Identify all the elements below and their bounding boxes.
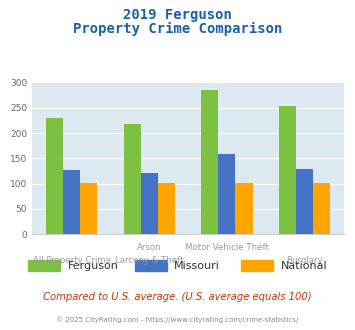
Text: Compared to U.S. average. (U.S. average equals 100): Compared to U.S. average. (U.S. average … [43, 292, 312, 302]
Text: Property Crime Comparison: Property Crime Comparison [73, 21, 282, 36]
Bar [80, 183, 97, 234]
Bar [141, 173, 158, 234]
Bar [46, 118, 63, 234]
Text: Arson: Arson [137, 243, 162, 251]
Bar [235, 183, 252, 234]
Text: Ferguson: Ferguson [67, 261, 118, 271]
Bar [296, 169, 313, 234]
Text: 2019 Ferguson: 2019 Ferguson [123, 8, 232, 22]
Text: Missouri: Missouri [174, 261, 220, 271]
Text: National: National [280, 261, 327, 271]
Text: Larceny & Theft: Larceny & Theft [115, 256, 184, 265]
Bar [124, 124, 141, 234]
Bar [63, 170, 80, 234]
Bar [218, 154, 235, 234]
Bar [313, 183, 330, 234]
Bar [279, 106, 296, 234]
Text: © 2025 CityRating.com - https://www.cityrating.com/crime-statistics/: © 2025 CityRating.com - https://www.city… [56, 317, 299, 323]
Text: Burglary: Burglary [286, 256, 323, 265]
Text: All Property Crime: All Property Crime [33, 256, 111, 265]
Bar [158, 183, 175, 234]
Text: Motor Vehicle Theft: Motor Vehicle Theft [185, 243, 269, 251]
Bar [201, 90, 218, 234]
